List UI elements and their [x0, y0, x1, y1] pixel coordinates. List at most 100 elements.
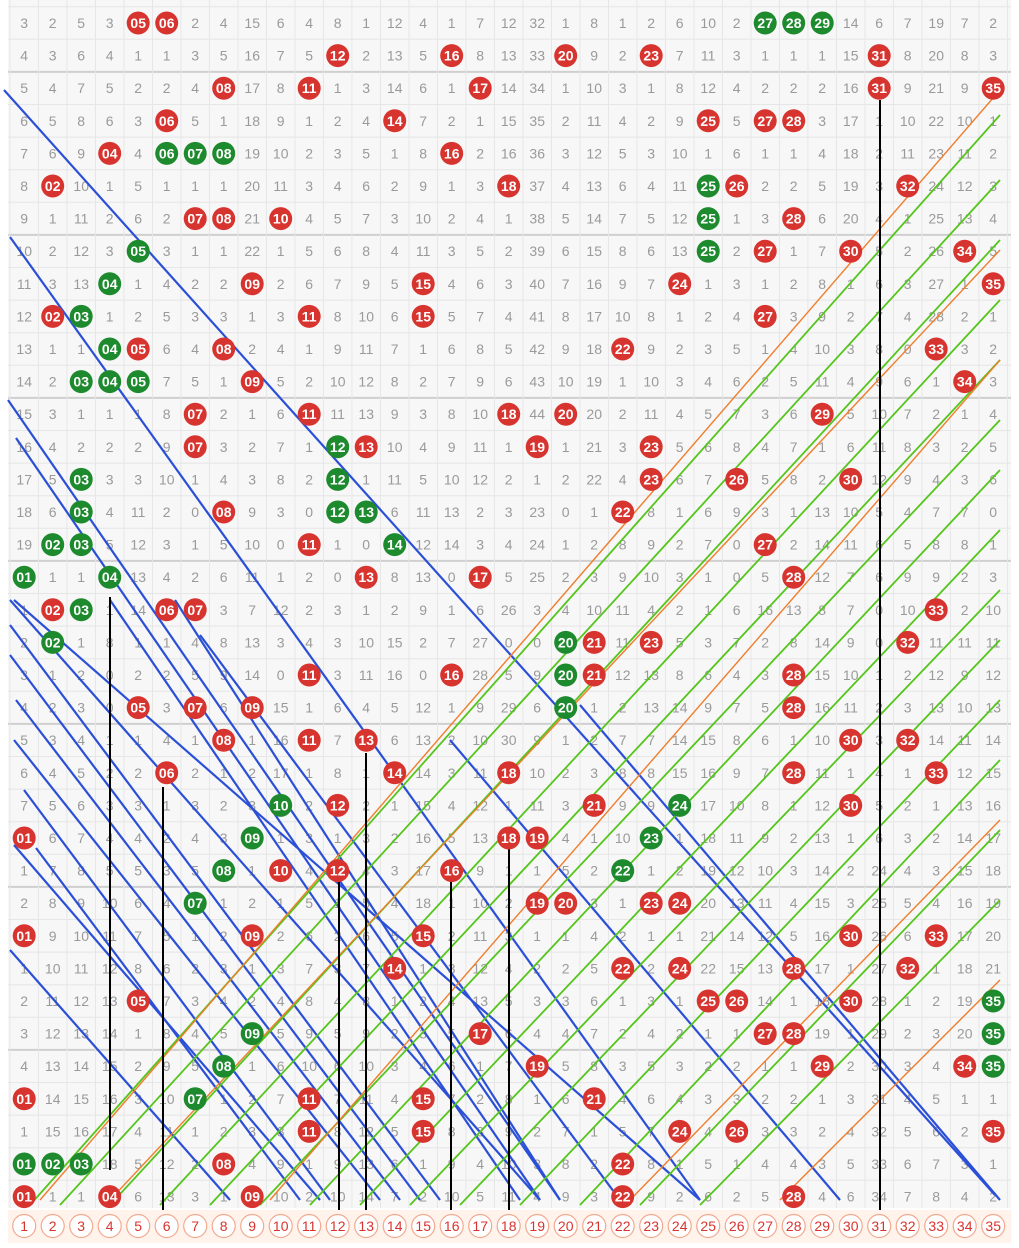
omission-value: 5 [562, 211, 570, 227]
omission-value: 2 [533, 1123, 541, 1139]
omission-value: 1 [733, 1156, 741, 1172]
drawn-ball: 24 [668, 891, 692, 915]
drawn-ball: 16 [440, 859, 464, 883]
column-number-label: 33 [928, 1218, 944, 1234]
omission-value: 6 [362, 178, 370, 194]
omission-value: 5 [761, 569, 769, 585]
drawn-ball: 34 [953, 370, 977, 394]
omission-value: 15 [985, 765, 1001, 781]
ball-circle [183, 435, 207, 459]
omission-value: 12 [700, 80, 716, 96]
ball-circle [98, 370, 122, 394]
omission-value: 6 [20, 765, 28, 781]
ball-label: 21 [586, 797, 602, 813]
ball-label: 03 [73, 308, 89, 324]
ball-label: 33 [928, 602, 944, 618]
drawn-ball: 23 [639, 467, 663, 491]
ball-circle [183, 598, 207, 622]
omission-value: 5 [847, 1156, 855, 1172]
omission-value: 4 [49, 439, 57, 455]
omission-value: 8 [932, 1189, 940, 1205]
omission-value: 1 [163, 178, 171, 194]
omission-value: 10 [957, 700, 973, 716]
omission-value: 1 [191, 471, 199, 487]
omission-value: 2 [505, 243, 513, 259]
omission-value: 2 [562, 765, 570, 781]
ball-label: 25 [700, 243, 716, 259]
omission-value: 11 [587, 113, 602, 129]
column-number-circle [838, 1213, 863, 1239]
omission-value: 1 [704, 145, 712, 161]
omission-value: 7 [704, 537, 712, 553]
omission-value: 9 [533, 667, 541, 683]
omission-value: 1 [448, 602, 456, 618]
omission-value: 20 [985, 928, 1001, 944]
omission-value: 13 [444, 504, 460, 520]
ball-label: 17 [472, 569, 488, 585]
ball-label: 30 [843, 797, 859, 813]
omission-value: 6 [334, 243, 342, 259]
omission-value: 3 [191, 797, 199, 813]
omission-value: 5 [761, 1189, 769, 1205]
omission-value: 41 [529, 308, 545, 324]
ball-label: 12 [330, 863, 346, 879]
omission-value: 12 [472, 471, 488, 487]
ball-label: 01 [16, 1091, 32, 1107]
trend-line-green [579, 759, 1001, 1206]
ball-circle [440, 44, 464, 68]
omission-value: 1 [761, 276, 769, 292]
omission-value: 1 [248, 406, 256, 422]
column-number-label: 10 [273, 1218, 289, 1234]
omission-value: 1 [676, 830, 684, 846]
drawn-ball: 20 [554, 402, 578, 426]
omission-value: 28 [472, 667, 488, 683]
ball-circle [212, 76, 236, 100]
omission-value: 1 [704, 569, 712, 585]
omission-value: 2 [391, 1026, 399, 1042]
omission-value: 8 [647, 765, 655, 781]
omission-value: 2 [391, 830, 399, 846]
column-number: 29 [810, 1213, 835, 1239]
omission-value: 5 [505, 341, 513, 357]
omission-value: 10 [244, 537, 260, 553]
column-number-circle [981, 1213, 1006, 1239]
omission-value: 4 [904, 863, 912, 879]
column-number-circle [553, 1213, 578, 1239]
omission-value: 1 [220, 1189, 228, 1205]
ball-label: 09 [244, 1026, 260, 1042]
omission-value: 24 [529, 537, 545, 553]
omission-value: 14 [843, 15, 859, 31]
omission-value: 0 [334, 569, 342, 585]
column-number-circle [468, 1213, 493, 1239]
omission-value: 3 [448, 765, 456, 781]
omission-value: 15 [244, 15, 260, 31]
omission-value: 2 [476, 145, 484, 161]
omission-value: 6 [334, 700, 342, 716]
ball-label: 25 [700, 113, 716, 129]
ball-label: 18 [501, 765, 517, 781]
omission-value: 3 [49, 406, 57, 422]
omission-value: 2 [733, 1058, 741, 1074]
omission-value: 1 [277, 243, 285, 259]
omission-value: 5 [904, 895, 912, 911]
ball-label: 11 [302, 1123, 317, 1139]
omission-value: 2 [191, 15, 199, 31]
omission-value: 8 [277, 1123, 285, 1139]
omission-value: 10 [273, 1189, 289, 1205]
omission-value: 21 [586, 439, 602, 455]
omission-value: 6 [676, 15, 684, 31]
ball-circle [411, 272, 435, 296]
omission-value: 17 [16, 471, 32, 487]
omission-value: 4 [590, 928, 598, 944]
drawn-ball: 33 [924, 337, 948, 361]
omission-value: 4 [562, 830, 570, 846]
omission-value: 11 [473, 439, 488, 455]
omission-value: 6 [875, 15, 883, 31]
omission-value: 8 [277, 471, 285, 487]
omission-value: 1 [248, 1058, 256, 1074]
omission-value: 4 [391, 1091, 399, 1107]
ball-circle [782, 761, 806, 785]
omission-value: 5 [790, 374, 798, 390]
omission-value: 13 [387, 48, 403, 64]
drawn-ball: 08 [212, 728, 236, 752]
